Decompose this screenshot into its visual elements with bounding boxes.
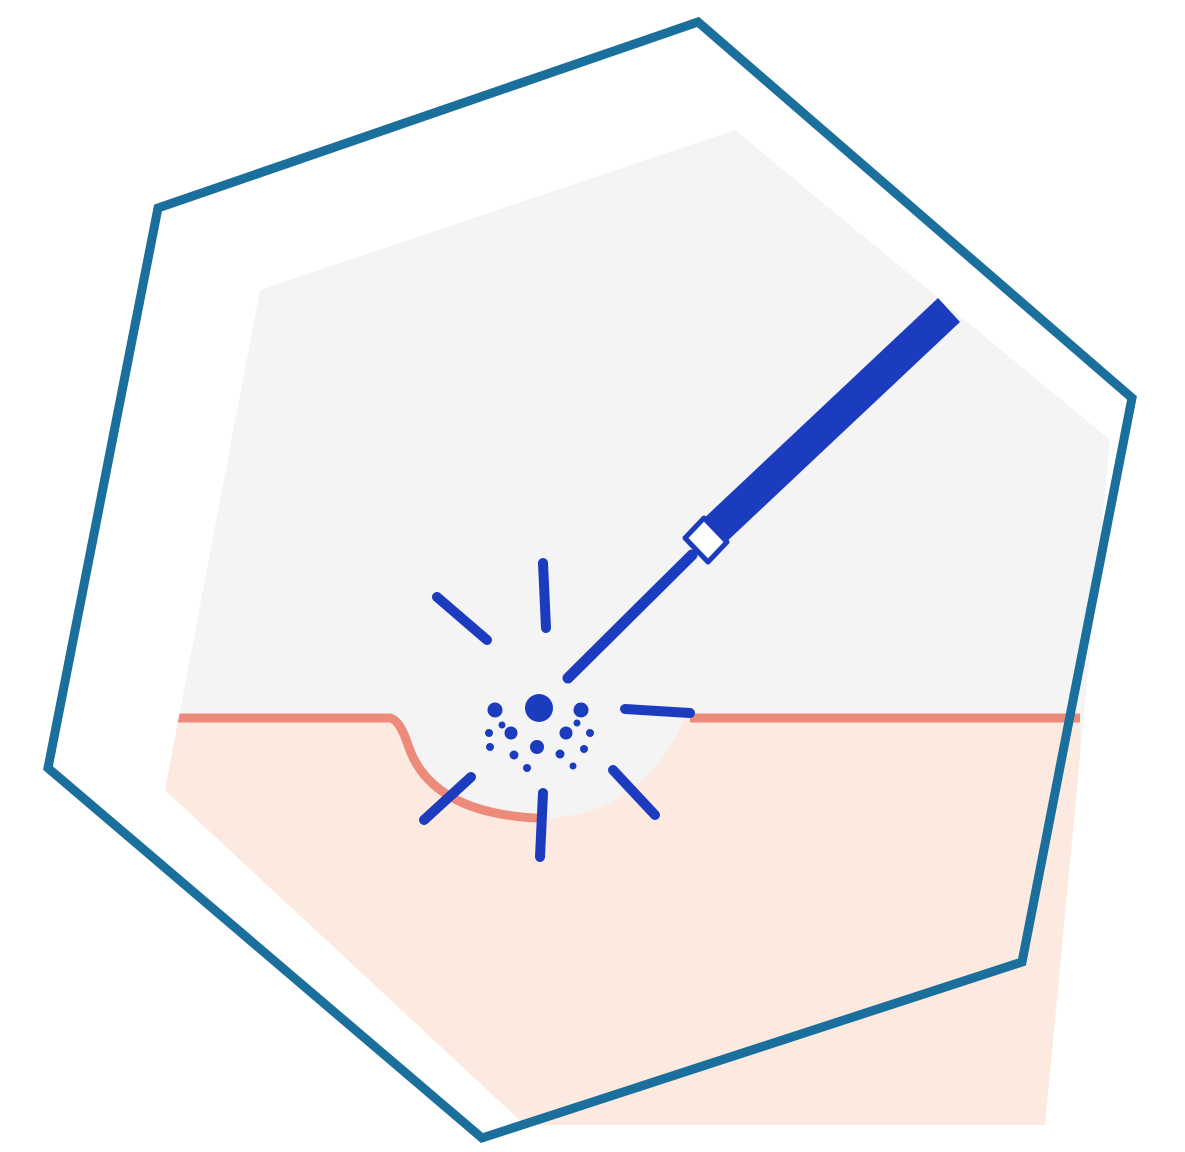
particle xyxy=(523,764,531,772)
particle xyxy=(573,702,589,718)
burst-ray-bottom xyxy=(535,788,548,862)
laser-beam xyxy=(562,549,698,684)
laser-burst-rays xyxy=(419,558,695,862)
particle xyxy=(486,743,494,751)
particle xyxy=(580,745,588,753)
particle xyxy=(498,721,506,729)
particle xyxy=(573,719,581,727)
laser-device xyxy=(562,298,960,684)
particle xyxy=(487,702,503,718)
particle xyxy=(569,762,577,770)
ablated-crater xyxy=(400,718,685,819)
laser-tip-ring xyxy=(682,515,730,565)
skin-surface-line-left xyxy=(165,713,540,823)
particle-large xyxy=(525,694,553,722)
particle xyxy=(509,750,519,760)
burst-ray-top xyxy=(538,558,551,633)
burst-ray-right xyxy=(620,704,695,718)
laser-handle xyxy=(700,298,960,546)
particle xyxy=(555,749,565,759)
hexagon-frame xyxy=(43,16,1137,1144)
burst-ray-bottom-right xyxy=(608,765,660,820)
particle xyxy=(504,726,518,740)
particle xyxy=(530,740,544,754)
particle xyxy=(559,726,573,740)
particle xyxy=(586,729,594,737)
burst-ray-bottom-left xyxy=(419,772,476,825)
skin-layer xyxy=(165,713,1080,1125)
particle xyxy=(485,729,493,737)
burst-ray-top-left xyxy=(432,592,492,645)
vapor-particles xyxy=(485,694,594,772)
